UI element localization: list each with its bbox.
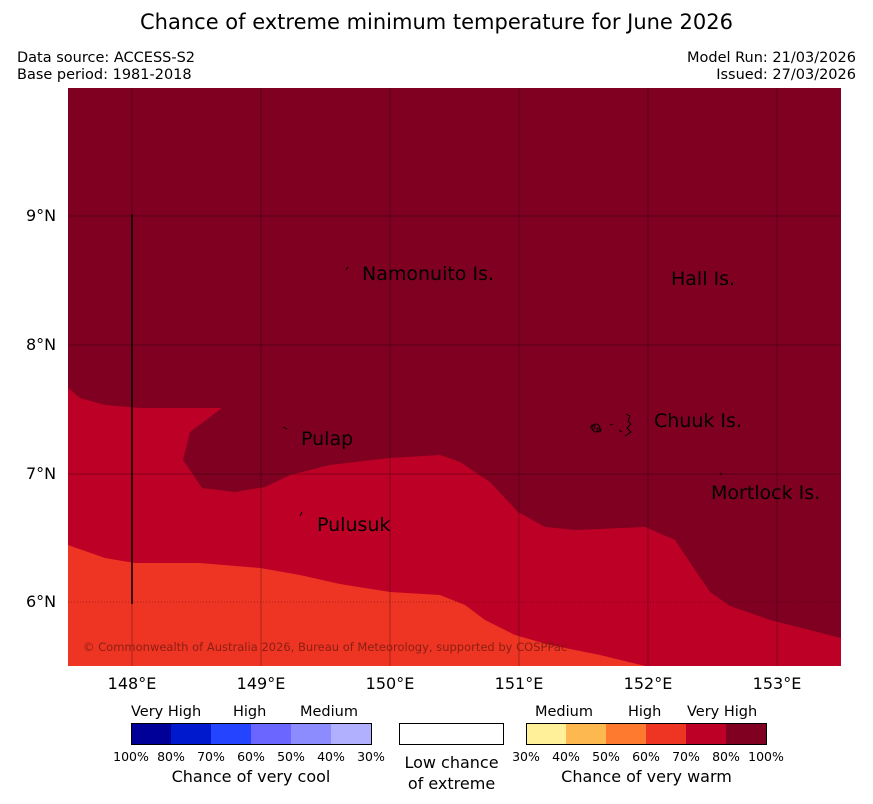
- label-pulap: Pulap: [301, 428, 354, 450]
- warm-swatch: [726, 723, 766, 745]
- lon-tick-149: 149°E: [236, 674, 286, 693]
- lat-tick-8: 8°N: [26, 335, 57, 354]
- cool-heading-medium: Medium: [300, 704, 358, 720]
- cool-tick: 40%: [317, 749, 345, 764]
- lon-tick-150: 150°E: [365, 674, 415, 693]
- label-hall: Hall Is.: [671, 268, 736, 290]
- cool-frame: [131, 723, 372, 745]
- meta-right: Model Run: 21/03/2026 Issued: 27/03/2026: [687, 50, 856, 84]
- meta-left: Data source: ACCESS-S2 Base period: 1981…: [17, 50, 195, 84]
- island-namonuito-icon: [345, 266, 349, 271]
- low-chance-line2: of extreme: [407, 774, 496, 793]
- warm-swatch: [646, 723, 686, 745]
- lon-tick-152: 152°E: [623, 674, 673, 693]
- low-chance-swatch: [399, 723, 504, 745]
- warm-tick: 60%: [632, 749, 660, 764]
- lon-tick-153: 153°E: [752, 674, 802, 693]
- cool-tick: 60%: [237, 749, 265, 764]
- cool-tick: 30%: [357, 749, 385, 764]
- label-mortlock: Mortlock Is.: [711, 482, 821, 504]
- base-period: Base period: 1981-2018: [17, 67, 192, 83]
- island-pulap-icon: [282, 426, 288, 430]
- warm-tick: 80%: [712, 749, 740, 764]
- low-chance-line1: Low chance: [404, 753, 499, 772]
- label-chuuk: Chuuk Is.: [654, 410, 742, 432]
- model-run: Model Run: 21/03/2026: [686, 50, 856, 66]
- warm-swatch: [526, 723, 566, 745]
- warm-heading-high: High: [628, 704, 662, 720]
- cool-swatch: [171, 723, 211, 745]
- lat-tick-7: 7°N: [26, 464, 57, 483]
- graticule: [68, 88, 841, 666]
- cool-swatch: [211, 723, 251, 745]
- warm-swatch: [566, 723, 606, 745]
- copyright-notice: © Commonwealth of Australia 2026, Bureau…: [83, 640, 568, 654]
- warm-heading-medium: Medium: [535, 704, 593, 720]
- island-pulusuk-icon: [299, 511, 303, 517]
- warm-legend-title: Chance of very warm: [561, 767, 732, 786]
- warm-swatch: [606, 723, 646, 745]
- island-mortlock-icon: [719, 472, 723, 476]
- cool-heading-very-high: Very High: [131, 704, 202, 720]
- cool-swatch: [331, 723, 371, 745]
- cool-heading-high: High: [233, 704, 267, 720]
- island-outlines: [282, 266, 723, 517]
- warm-heading-very-high: Very High: [687, 704, 758, 720]
- chart-title: Chance of extreme minimum temperature fo…: [140, 10, 733, 34]
- cool-swatch: [291, 723, 331, 745]
- label-namonuito: Namonuito Is.: [362, 263, 495, 285]
- lon-tick-148: 148°E: [107, 674, 157, 693]
- warm-tick: 50%: [592, 749, 620, 764]
- cool-tick: 70%: [197, 749, 225, 764]
- label-pulusuk: Pulusuk: [317, 514, 391, 536]
- cool-tick: 80%: [157, 749, 185, 764]
- data-source: Data source: ACCESS-S2: [17, 50, 196, 66]
- issued-date: Issued: 27/03/2026: [716, 67, 856, 83]
- lat-tick-9: 9°N: [26, 206, 57, 225]
- warm-swatch: [686, 723, 726, 745]
- warm-tick: 40%: [552, 749, 580, 764]
- lat-tick-6: 6°N: [26, 592, 57, 611]
- cool-legend-title: Chance of very cool: [171, 767, 331, 786]
- warm-tick: 70%: [672, 749, 700, 764]
- map-area: [68, 88, 841, 666]
- lon-tick-151: 151°E: [494, 674, 544, 693]
- cool-swatch: [131, 723, 171, 745]
- region-medium-high-warm: [68, 545, 645, 666]
- cool-tick: 100%: [113, 749, 149, 764]
- warm-tick: 30%: [512, 749, 540, 764]
- warm-tick: 100%: [748, 749, 784, 764]
- warm-frame: [526, 723, 767, 745]
- cool-tick: 50%: [277, 749, 305, 764]
- cool-swatch: [251, 723, 291, 745]
